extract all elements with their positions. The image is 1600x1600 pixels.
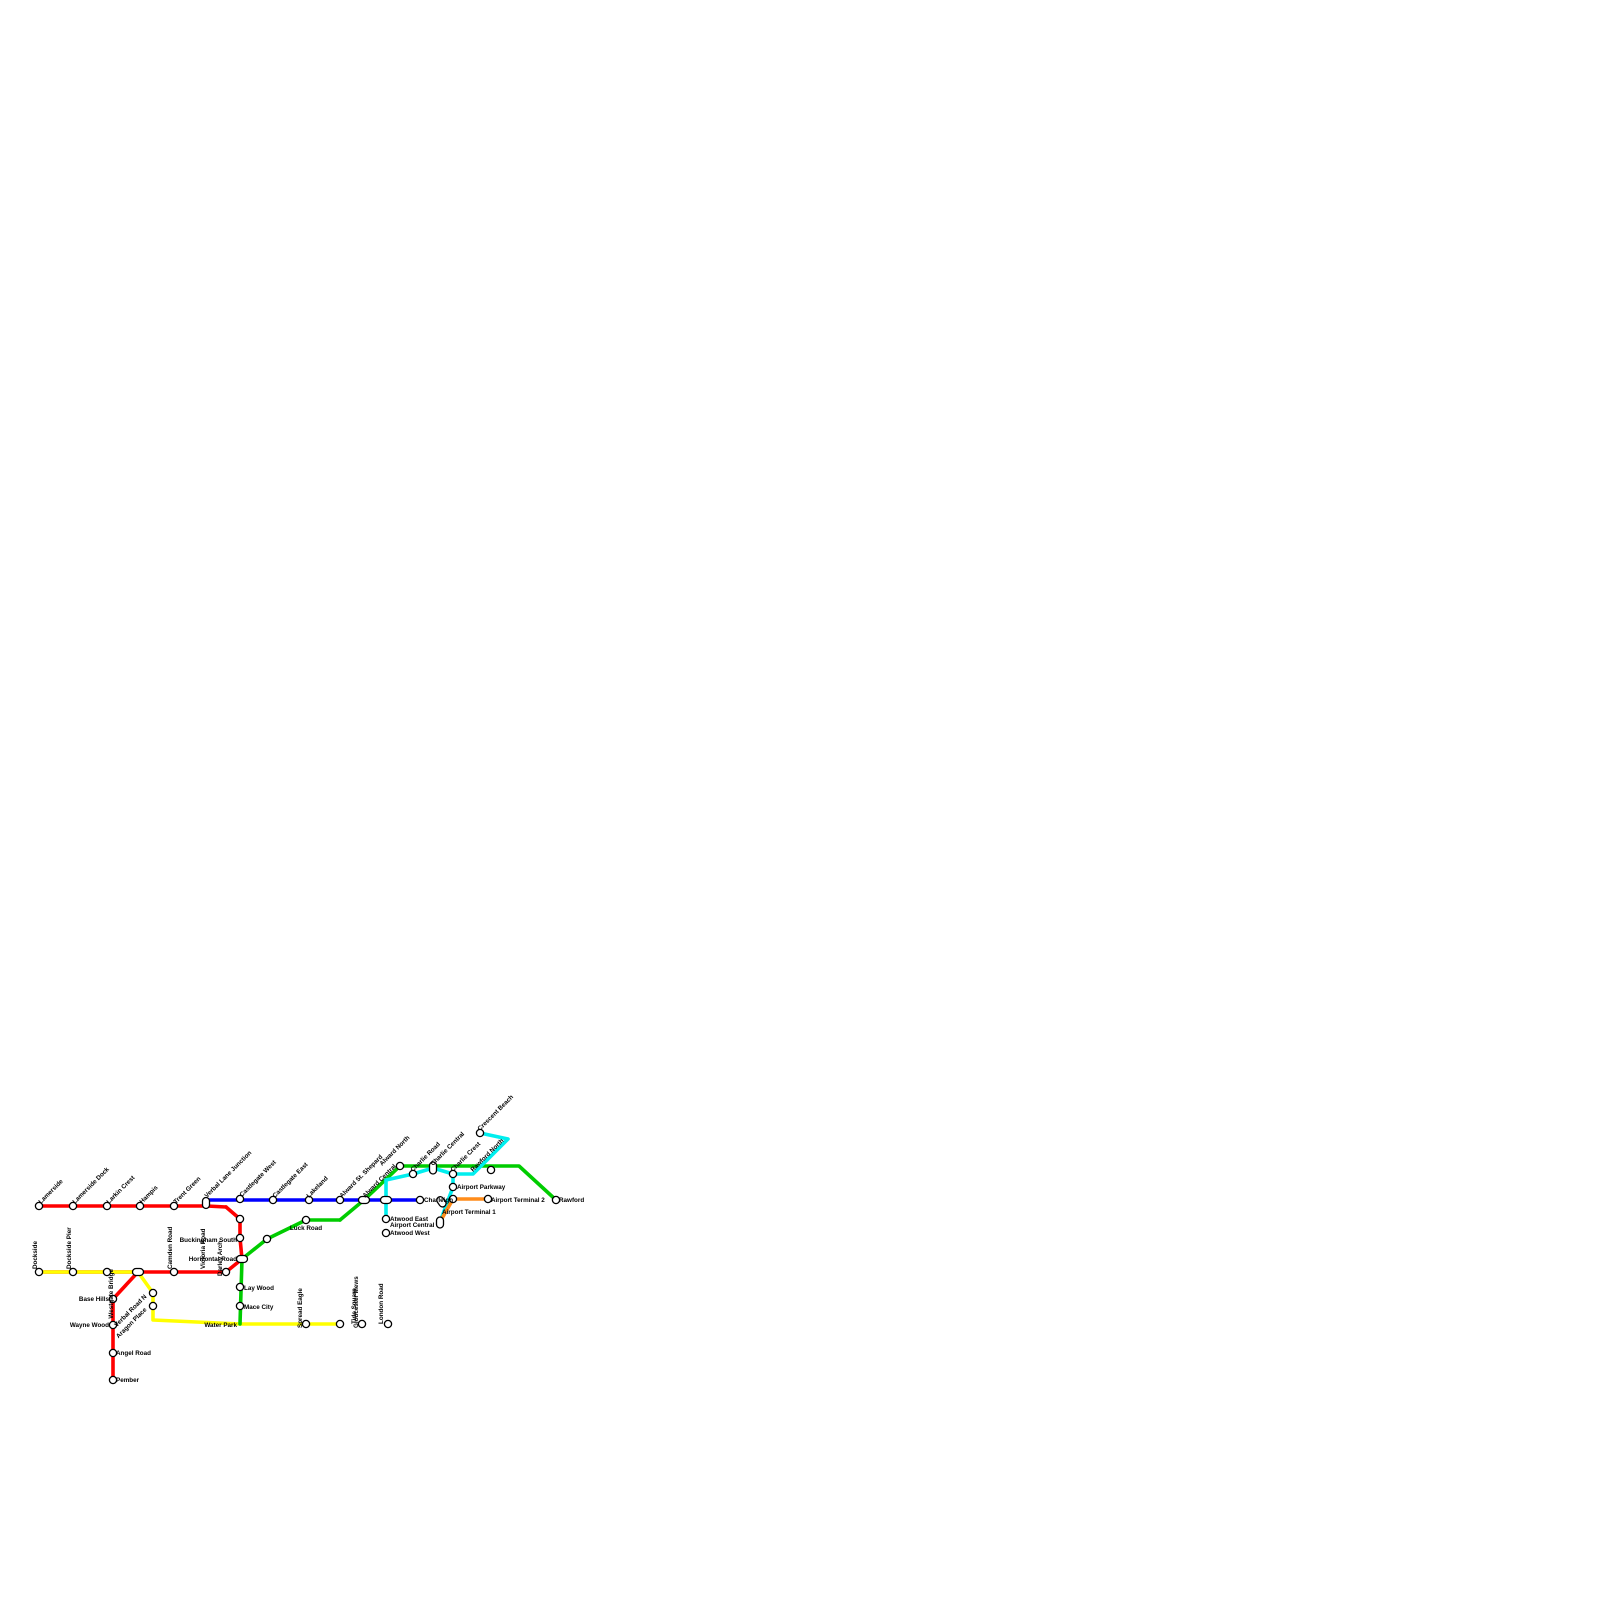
svg-text:Spread Eagle: Spread Eagle [297,1288,304,1328]
svg-text:Mace City: Mace City [244,1304,274,1311]
svg-text:Rawford: Rawford [559,1197,584,1204]
svg-text:London Road: London Road [378,1283,385,1324]
svg-text:Airport Parkway: Airport Parkway [457,1184,506,1191]
svg-text:Dockside: Dockside [32,1241,39,1269]
svg-text:Airport Terminal 2: Airport Terminal 2 [491,1197,545,1204]
svg-text:Charleigh: Charleigh [424,1197,453,1204]
svg-text:Base Hills: Base Hills [79,1296,110,1303]
svg-text:Horizontal Road: Horizontal Road [189,1256,237,1263]
svg-text:Atwood West: Atwood West [390,1230,431,1237]
svg-text:Pember: Pember [116,1377,140,1384]
svg-text:Water Park: Water Park [204,1322,237,1329]
svg-text:Tide Square: Tide Square [351,1288,358,1324]
svg-text:Airport Central: Airport Central [390,1222,435,1229]
svg-text:Luck Road: Luck Road [290,1225,322,1232]
svg-text:Camden Road: Camden Road [167,1227,174,1269]
svg-text:Darley Arch: Darley Arch [217,1241,224,1276]
svg-text:Airport Terminal 1: Airport Terminal 1 [442,1209,496,1216]
svg-text:Dockside Pier: Dockside Pier [66,1227,73,1269]
svg-text:Wayne Wood: Wayne Wood [70,1322,109,1329]
svg-text:Buckingham South: Buckingham South [180,1237,238,1244]
svg-text:Victoria Road: Victoria Road [200,1228,207,1269]
svg-text:Westgate Bridge: Westgate Bridge [108,1269,115,1319]
svg-text:Lay Wood: Lay Wood [244,1285,274,1292]
svg-text:Angel Road: Angel Road [116,1350,151,1357]
